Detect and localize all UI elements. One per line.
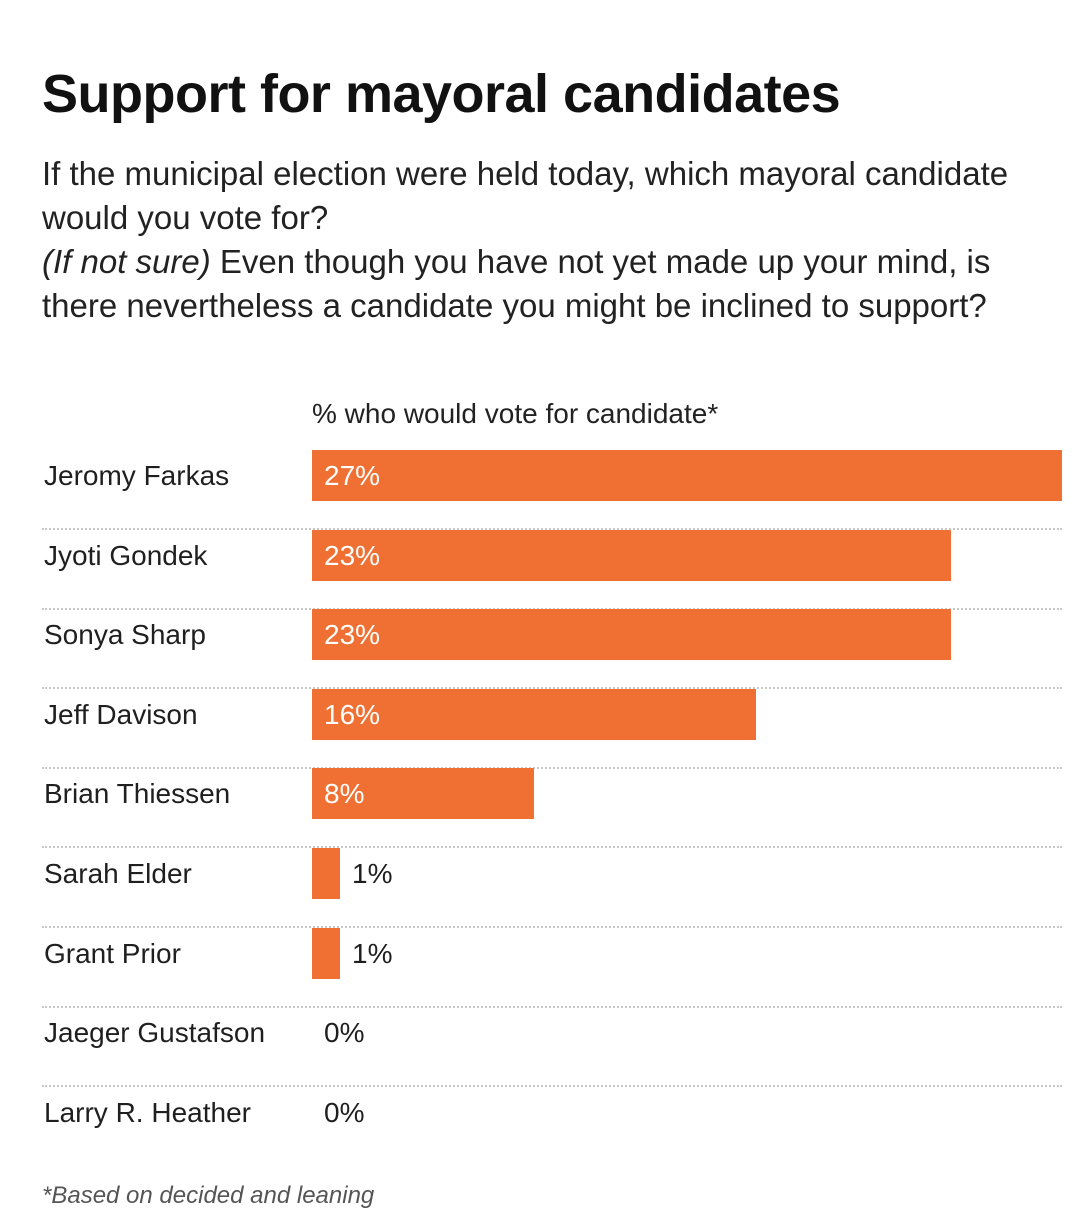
bar [312,927,340,979]
category-label: Brian Thiessen [44,778,231,810]
category-label: Jeromy Farkas [44,460,230,491]
category-label: Sarah Elder [44,858,192,889]
bar-row: Jeromy Farkas 27% [42,450,1062,530]
value-label: 23% [324,539,381,571]
bar-row: Jyoti Gondek 23% [42,529,1062,610]
bar [312,609,951,661]
value-label: 8% [324,778,365,810]
category-label: Grant Prior [44,937,181,969]
value-label: 1% [352,858,393,889]
value-label: 27% [324,460,381,491]
bar-row: Sonya Sharp 23% [42,609,1062,690]
value-label: 16% [324,698,381,730]
row-divider [42,926,1062,928]
row-divider [42,528,1062,530]
row-divider [42,607,1062,610]
row-divider [42,1005,1062,1008]
bar-row: Jeff Davison 16% [42,688,1062,769]
bar [312,768,534,820]
bar [312,450,1062,501]
bar [312,848,340,899]
bar [312,688,756,740]
bar-row: Brian Thiessen 8% [42,768,1062,849]
row-divider [42,687,1062,690]
category-label: Jeff Davison [44,698,198,730]
subtitle-qualifier: (If not sure) [42,243,211,280]
subtitle-question: If the municipal election were held toda… [42,155,1009,236]
value-label: 1% [352,937,393,969]
bar-row: Sarah Elder 1% [42,848,1062,928]
x-axis-label: % who would vote for candidate* [312,398,719,429]
chart-title: Support for mayoral candidates [42,64,841,124]
subtitle-followup: Even though you have not yet made up you… [42,243,991,324]
row-divider [42,766,1062,769]
category-label: Jaeger Gustafson [44,1017,266,1049]
bar-row: Jaeger Gustafson 0% [42,1007,1062,1088]
category-label: Jyoti Gondek [44,539,208,571]
value-label: 0% [324,1017,365,1049]
bar-row: Grant Prior 1% [42,927,1062,1008]
value-label: 23% [324,619,381,651]
row-divider [42,846,1062,849]
category-label: Larry R. Heather [44,1096,251,1128]
value-label: 0% [324,1096,365,1128]
category-label: Sonya Sharp [44,619,206,651]
chart-subtitle: If the municipal election were held toda… [42,152,1062,328]
chart-footnote: *Based on decided and leaning [42,1182,375,1209]
bar-row: Larry R. Heather 0% [42,1087,1062,1167]
bar [312,529,951,581]
row-divider [42,1085,1062,1088]
